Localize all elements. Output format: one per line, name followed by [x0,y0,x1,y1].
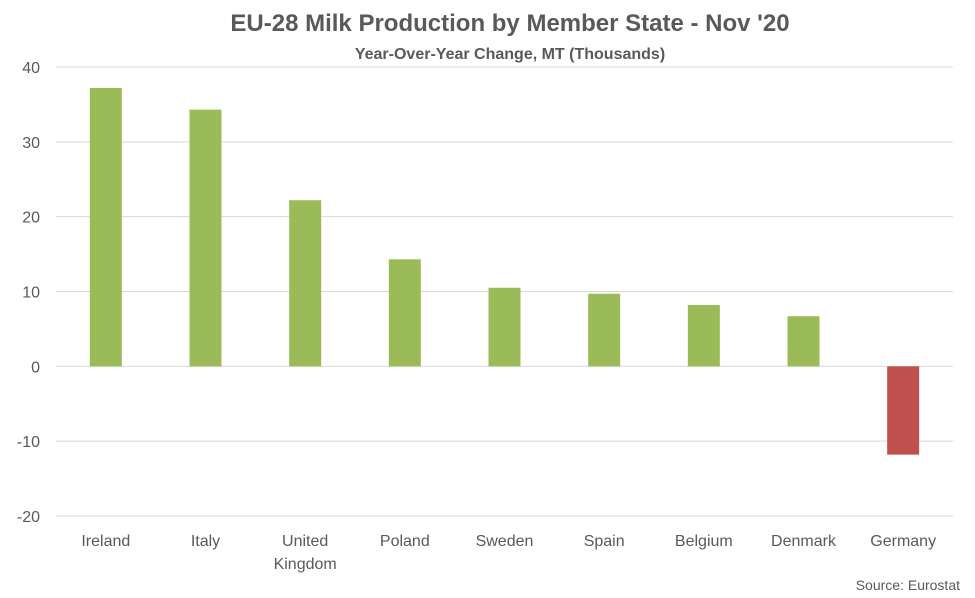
x-category-label: Kingdom [274,556,337,573]
bar [388,259,421,367]
bar [189,109,222,367]
x-category-label: Denmark [771,533,837,550]
x-category-label: Ireland [81,533,130,550]
bar [588,293,621,367]
bar [488,287,521,367]
bars [89,87,920,455]
bar [887,366,920,455]
y-tick-label: 40 [22,60,40,77]
x-category-label: Sweden [476,533,534,550]
bar [787,316,820,367]
source-note: Source: Eurostat [856,577,960,593]
y-axis-ticks: -20 -10 0 10 20 30 40 [17,60,40,526]
x-category-label: United [282,533,328,550]
bar [687,304,720,367]
chart-subtitle: Year-Over-Year Change, MT (Thousands) [355,46,665,63]
y-tick-label: 20 [22,210,40,227]
y-tick-label: 0 [31,359,40,376]
x-category-label: Spain [584,533,625,550]
x-category-label: Belgium [675,533,733,550]
y-tick-label: -10 [17,434,40,451]
y-tick-label: 30 [22,135,40,152]
y-tick-label: -20 [17,509,40,526]
x-category-label: Germany [870,533,936,550]
chart-title: EU-28 Milk Production by Member State - … [230,10,789,37]
x-category-label: Italy [191,533,220,550]
bar [89,87,122,367]
x-category-label: Poland [380,533,430,550]
bar [289,200,322,367]
y-tick-label: 10 [22,285,40,302]
x-axis-categories: Ireland Italy United Kingdom Poland Sweden Spa… [81,533,936,573]
